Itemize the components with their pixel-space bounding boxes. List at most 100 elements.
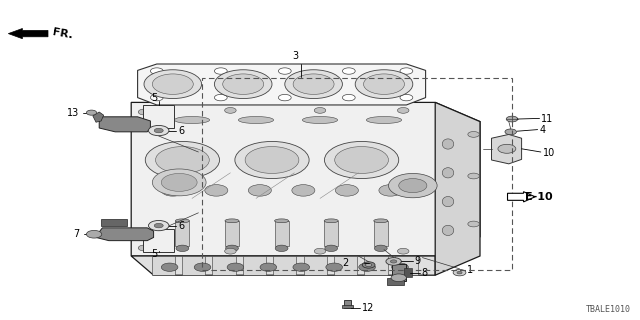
Circle shape: [152, 74, 193, 94]
Circle shape: [278, 68, 291, 74]
Polygon shape: [152, 256, 175, 275]
Circle shape: [342, 68, 355, 74]
Circle shape: [362, 262, 375, 268]
Circle shape: [379, 185, 402, 196]
Ellipse shape: [442, 139, 454, 149]
Bar: [324, 221, 339, 246]
Ellipse shape: [442, 168, 454, 178]
Text: TBALE1010: TBALE1010: [586, 305, 630, 314]
Text: 1: 1: [467, 265, 474, 276]
Circle shape: [248, 185, 271, 196]
Circle shape: [285, 70, 342, 99]
Bar: [175, 221, 189, 246]
Polygon shape: [99, 117, 150, 132]
Bar: [275, 221, 289, 246]
Bar: [392, 264, 406, 282]
Circle shape: [148, 220, 169, 231]
Text: 6: 6: [178, 220, 184, 231]
Polygon shape: [334, 256, 357, 275]
Circle shape: [364, 74, 404, 94]
Ellipse shape: [302, 116, 338, 124]
Polygon shape: [138, 64, 426, 105]
Circle shape: [342, 94, 355, 101]
Circle shape: [86, 230, 102, 238]
Circle shape: [292, 185, 315, 196]
Circle shape: [278, 94, 291, 101]
Polygon shape: [435, 102, 480, 275]
Text: 6: 6: [178, 125, 184, 136]
Circle shape: [399, 179, 427, 193]
Circle shape: [468, 221, 479, 227]
Circle shape: [156, 147, 209, 173]
Circle shape: [161, 173, 197, 191]
Circle shape: [161, 263, 178, 271]
Circle shape: [324, 141, 399, 179]
Polygon shape: [212, 256, 236, 275]
Circle shape: [214, 70, 272, 99]
Text: 5: 5: [151, 92, 157, 103]
Circle shape: [150, 94, 163, 101]
Polygon shape: [243, 256, 266, 275]
Bar: [202, 78, 512, 270]
Circle shape: [505, 129, 516, 135]
Circle shape: [397, 108, 409, 113]
FancyArrow shape: [508, 192, 535, 202]
Circle shape: [506, 116, 518, 122]
Bar: [101, 219, 127, 226]
Ellipse shape: [275, 219, 289, 223]
Circle shape: [154, 223, 163, 228]
Text: E-10: E-10: [525, 192, 552, 202]
Bar: [143, 229, 174, 252]
Polygon shape: [273, 256, 296, 275]
Bar: [374, 221, 388, 246]
Ellipse shape: [374, 219, 388, 223]
Circle shape: [397, 248, 409, 254]
Circle shape: [260, 263, 276, 271]
Circle shape: [498, 144, 516, 153]
Bar: [387, 278, 404, 285]
Text: 4: 4: [540, 124, 546, 135]
Circle shape: [400, 68, 413, 74]
Ellipse shape: [324, 219, 339, 223]
Bar: [404, 268, 412, 277]
Polygon shape: [395, 256, 418, 275]
Circle shape: [374, 245, 387, 252]
Circle shape: [293, 74, 334, 94]
Circle shape: [390, 260, 397, 263]
Circle shape: [152, 169, 206, 196]
Text: 8: 8: [422, 268, 428, 278]
Circle shape: [226, 245, 239, 252]
Circle shape: [214, 68, 227, 74]
Ellipse shape: [442, 196, 454, 207]
Polygon shape: [131, 102, 480, 256]
Circle shape: [355, 70, 413, 99]
Polygon shape: [304, 256, 326, 275]
Text: 11: 11: [541, 114, 554, 124]
Text: 5: 5: [151, 249, 157, 260]
Circle shape: [324, 245, 338, 252]
Circle shape: [335, 147, 388, 173]
Circle shape: [468, 173, 479, 179]
Polygon shape: [96, 228, 154, 241]
Ellipse shape: [366, 116, 402, 124]
Polygon shape: [93, 112, 104, 122]
Circle shape: [148, 125, 169, 136]
Circle shape: [314, 248, 326, 254]
Circle shape: [365, 263, 372, 267]
Text: 13: 13: [67, 108, 79, 118]
Circle shape: [225, 248, 236, 254]
Circle shape: [400, 94, 413, 101]
Circle shape: [457, 271, 462, 274]
Circle shape: [293, 263, 310, 271]
Ellipse shape: [238, 116, 274, 124]
Circle shape: [227, 263, 244, 271]
Circle shape: [138, 109, 150, 115]
Circle shape: [154, 128, 163, 133]
Text: 9: 9: [415, 256, 421, 267]
Circle shape: [145, 141, 220, 179]
Circle shape: [359, 263, 376, 271]
Circle shape: [314, 108, 326, 113]
Circle shape: [161, 185, 184, 196]
Text: 7: 7: [73, 229, 79, 239]
Circle shape: [392, 263, 408, 271]
